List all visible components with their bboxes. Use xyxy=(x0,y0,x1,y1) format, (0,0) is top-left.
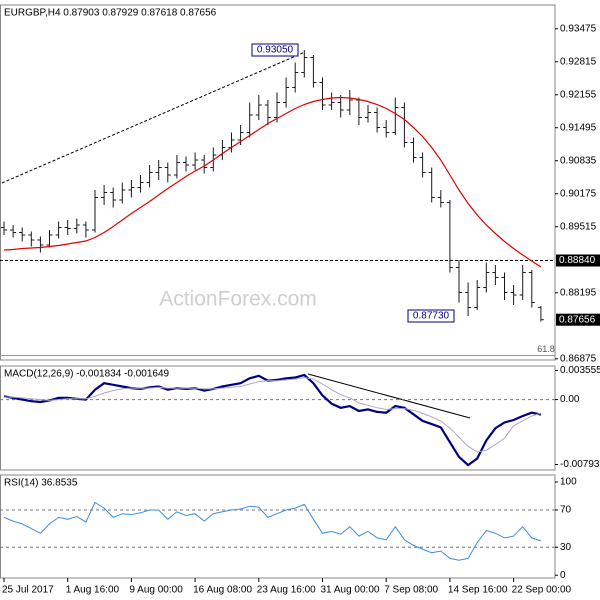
trend-line xyxy=(1,51,306,184)
panel-frame xyxy=(0,474,556,579)
fib-label: 61.8 xyxy=(537,344,555,354)
panel-frame xyxy=(0,4,556,361)
annotation-box xyxy=(407,309,455,323)
y-tick-label: 0.88195 xyxy=(560,287,597,298)
annotation-box xyxy=(251,43,299,57)
y-tick-label: 0.92815 xyxy=(560,56,597,67)
indicator-line xyxy=(4,376,542,453)
y-tick-label: 70 xyxy=(560,505,572,516)
y-tick-label: 0.00 xyxy=(560,394,580,405)
macd-trend-line xyxy=(307,373,471,419)
y-tick-label: 0.89515 xyxy=(560,221,597,232)
annotation-label: 0.87730 xyxy=(413,311,450,322)
moving-average xyxy=(3,96,542,268)
watermark: ActionForex.com xyxy=(159,288,317,311)
x-tick-label: 25 Jul 2017 xyxy=(2,585,54,596)
y-tick-label: 0.90175 xyxy=(560,188,597,199)
panel-title: MACD(12,26,9) -0.001834 -0.001649 xyxy=(4,369,170,380)
x-tick-label: 9 Aug 00:00 xyxy=(129,585,183,596)
x-tick-label: 14 Sep 16:00 xyxy=(448,585,508,596)
annotation-label: 0.93050 xyxy=(257,45,294,56)
y-tick-label: 30 xyxy=(560,542,572,553)
x-tick-label: 16 Aug 08:00 xyxy=(193,585,252,596)
panel-title: EURGBP,H4 0.87903 0.87929 0.87618 0.8765… xyxy=(4,8,217,19)
level-label-box xyxy=(556,254,600,267)
y-tick-label: 0.86875 xyxy=(560,353,597,364)
y-tick-label: 100 xyxy=(560,477,577,488)
y-tick-label: 0.92155 xyxy=(560,89,597,100)
x-tick-label: 31 Aug 00:00 xyxy=(321,585,380,596)
y-tick-label: 0.91495 xyxy=(560,122,597,133)
title-background xyxy=(3,368,171,380)
title-background xyxy=(3,477,79,489)
x-tick-label: 22 Sep 00:00 xyxy=(512,585,572,596)
x-tick-label: 23 Aug 16:00 xyxy=(257,585,316,596)
x-tick-label: 1 Aug 16:00 xyxy=(66,585,120,596)
current-price-label: 0.87656 xyxy=(559,314,596,325)
level-label: 0.88840 xyxy=(559,255,596,266)
y-tick-label: -0.007931 xyxy=(560,459,600,470)
y-tick-label: 0.90835 xyxy=(560,155,597,166)
indicator-line xyxy=(3,501,542,561)
current-price-label-box xyxy=(556,313,600,326)
x-tick-label: 7 Sep 08:00 xyxy=(384,585,438,596)
y-tick-label: 0 xyxy=(560,570,566,581)
panel-frame xyxy=(0,365,556,471)
panel-title: RSI(14) 36.8535 xyxy=(4,478,78,489)
y-tick-label: 0.93475 xyxy=(560,23,597,34)
y-tick-label: 0.003555 xyxy=(560,365,600,376)
